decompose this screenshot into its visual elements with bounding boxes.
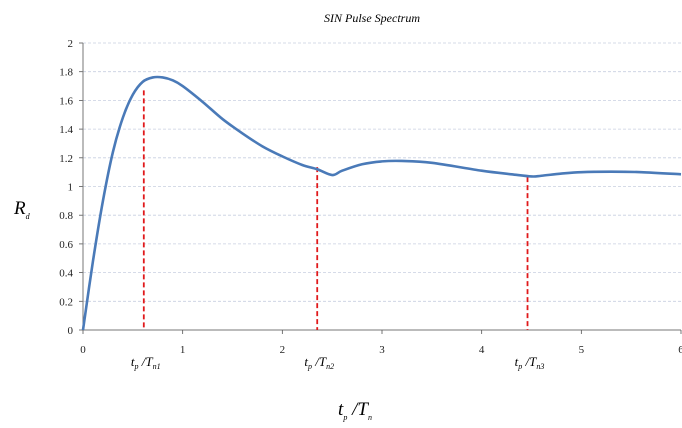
y-tick-label: 1: [68, 182, 74, 194]
x-axis-title: tp /Tn: [338, 399, 372, 422]
marker-label-3: tp /Tn3: [515, 354, 545, 371]
y-tick-label: 0.8: [59, 210, 73, 222]
x-tick-label: 2: [280, 344, 286, 356]
y-tick-label: 0: [68, 325, 74, 337]
x-tick-label: 3: [379, 344, 385, 356]
x-tick-label: 1: [180, 344, 186, 356]
marker-label-2: tp /Tn2: [304, 354, 334, 371]
y-axis-title: Rd: [13, 198, 31, 221]
x-tick-label: 5: [579, 344, 585, 356]
markers: [142, 90, 529, 330]
series: [81, 75, 682, 331]
series-line-1: [81, 75, 682, 331]
marker-label-1: tp /Tn1: [131, 354, 161, 371]
y-tick-label: 1.8: [59, 67, 73, 79]
y-tick-label: 0.6: [59, 239, 73, 251]
axes: [79, 42, 682, 334]
y-tick-label: 0.4: [59, 268, 73, 280]
y-tick-label: 0.2: [59, 296, 73, 308]
tick-labels: 0 0.2 0.4 0.6 0.8 1 1.2 1.4 1.6 1.8 2 0 1 2 3 4 5 6: [59, 38, 682, 356]
x-tick-label: 0: [80, 344, 86, 356]
x-tick-label: 6: [678, 344, 682, 356]
x-tick-label: 4: [479, 344, 485, 356]
y-tick-label: 2: [68, 38, 74, 50]
y-tick-label: 1.4: [59, 124, 73, 136]
chart-title: SIN Pulse Spectrum: [324, 11, 420, 25]
y-tick-label: 1.6: [59, 95, 73, 107]
y-tick-label: 1.2: [59, 153, 73, 165]
